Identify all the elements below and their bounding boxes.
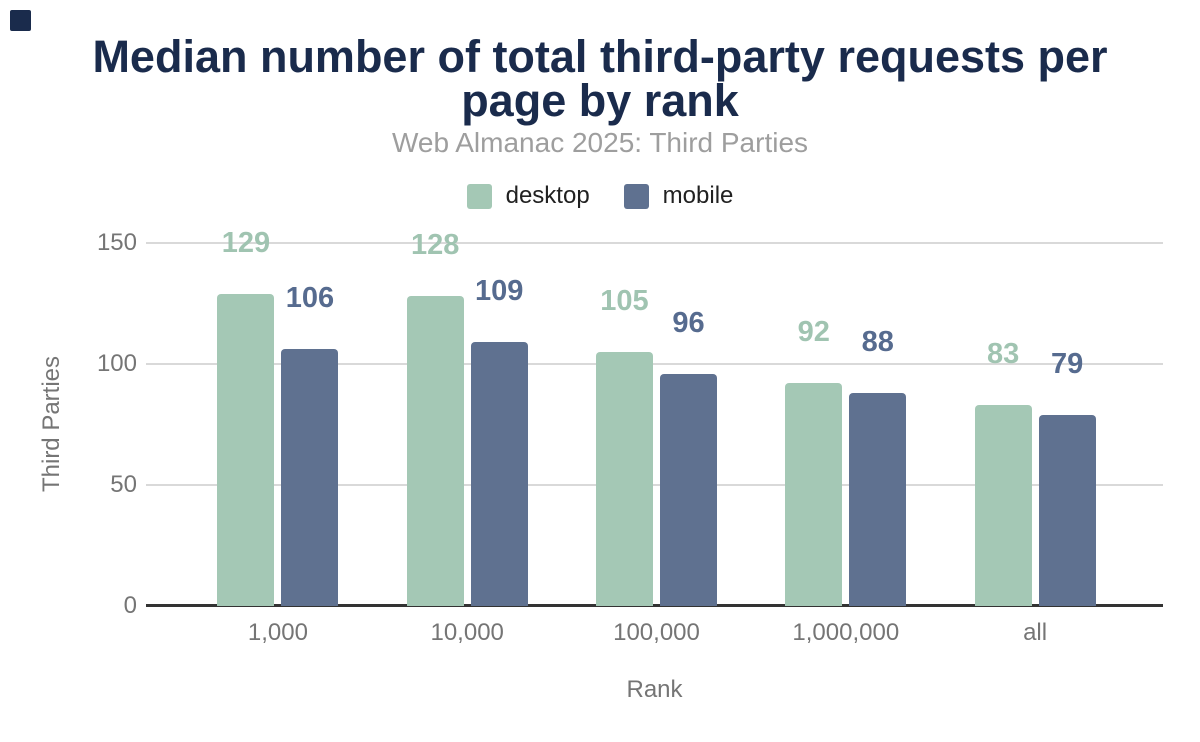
bar-desktop-3[interactable] [785, 383, 843, 606]
bar-value-label-desktop-2: 105 [600, 284, 649, 317]
bar-mobile-1[interactable] [470, 342, 528, 606]
y-tick-label-50: 50 [110, 471, 137, 498]
x-tick-label-all: all [1023, 619, 1048, 646]
bar-mobile-3[interactable] [849, 393, 907, 606]
legend-item-desktop: desktop [466, 182, 590, 210]
bar-mobile-4[interactable] [1038, 414, 1096, 606]
x-axis-baseline [146, 604, 1163, 607]
bar-value-label-mobile-1: 109 [474, 275, 524, 308]
bar-mobile-2[interactable] [660, 373, 717, 606]
chart-legend: desktop mobile [0, 182, 1200, 210]
x-tick-label-1-000-000: 1,000,000 [792, 619, 900, 646]
y-axis-title: Third Parties [38, 355, 65, 493]
legend-item-mobile: mobile [623, 182, 734, 210]
bar-value-label-mobile-0: 106 [285, 282, 335, 315]
legend-swatch-mobile [623, 183, 649, 209]
y-tick-label-150: 150 [96, 229, 137, 256]
bar-mobile-0[interactable] [281, 349, 339, 606]
legend-label-desktop: desktop [505, 182, 590, 209]
bar-desktop-4[interactable] [974, 405, 1032, 606]
y-tick-label-100: 100 [96, 350, 137, 377]
y-tick-label-0: 0 [123, 592, 137, 619]
bar-value-label-mobile-2: 96 [672, 306, 705, 339]
gridline-100 [146, 363, 1163, 365]
corner-brand-square [10, 10, 31, 31]
x-tick-label-1-000: 1,000 [247, 619, 308, 646]
legend-swatch-desktop [466, 183, 492, 209]
bar-value-label-desktop-4: 83 [986, 338, 1020, 371]
bar-desktop-0[interactable] [217, 293, 275, 606]
chart-subtitle: Web Almanac 2025: Third Parties [391, 127, 809, 158]
legend-label-mobile: mobile [662, 182, 734, 209]
bar-desktop-1[interactable] [406, 296, 464, 606]
gridline-150 [146, 242, 1163, 244]
x-axis-title: Rank [626, 676, 683, 703]
gridline-50 [146, 484, 1163, 486]
bar-value-label-desktop-3: 92 [797, 316, 830, 349]
bar-value-label-desktop-0: 129 [221, 226, 271, 259]
chart-title: Median number of total third-party reque… [92, 31, 1108, 126]
x-tick-label-10-000: 10,000 [430, 619, 504, 646]
x-tick-label-100-000: 100,000 [613, 619, 700, 646]
bar-desktop-2[interactable] [596, 351, 653, 606]
bar-value-label-mobile-3: 88 [861, 326, 894, 359]
bar-value-label-mobile-4: 79 [1050, 347, 1084, 380]
bar-value-label-desktop-1: 128 [410, 229, 460, 262]
